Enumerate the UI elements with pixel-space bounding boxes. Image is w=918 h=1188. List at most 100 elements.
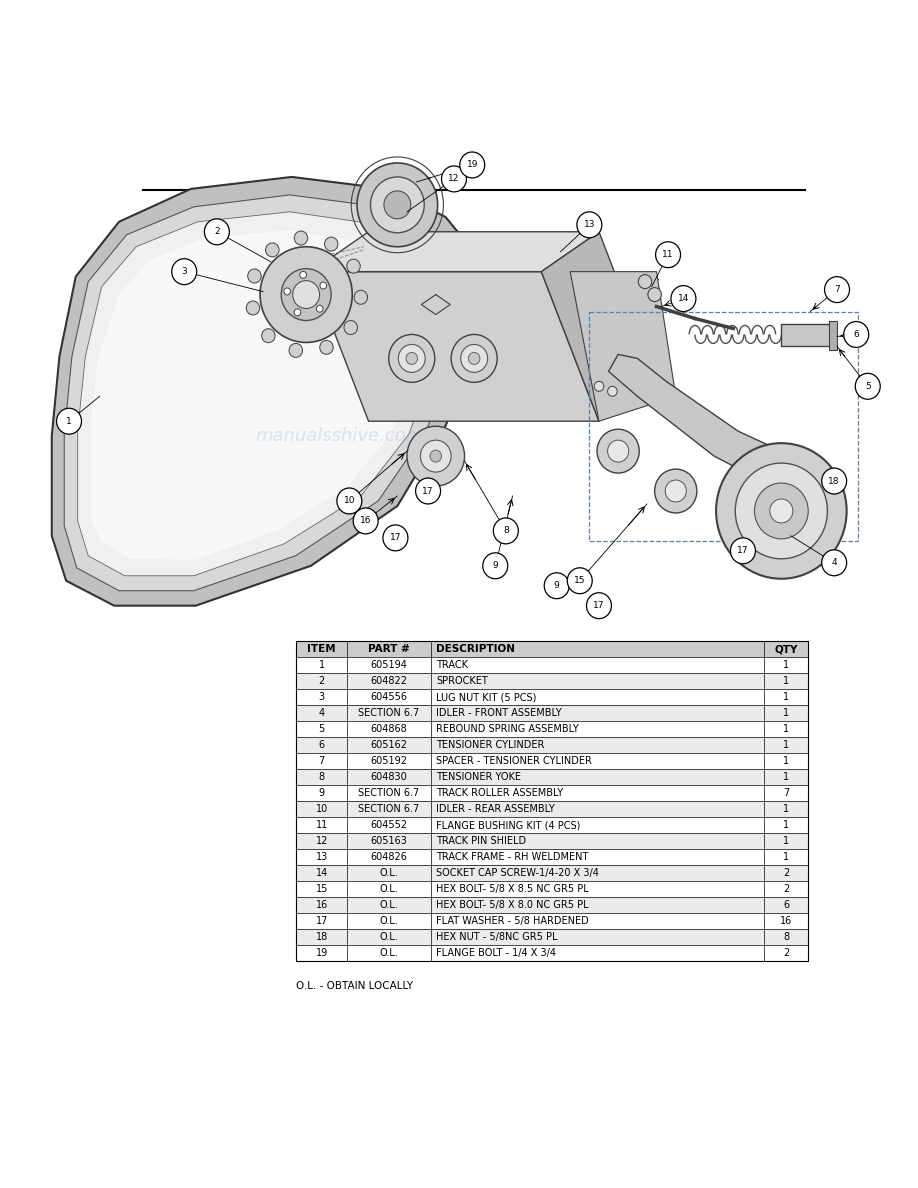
- Text: TRACK ROLLER ASSEMBLY: TRACK ROLLER ASSEMBLY: [436, 788, 564, 798]
- Text: HEX NUT - 5/8NC GR5 PL: HEX NUT - 5/8NC GR5 PL: [436, 933, 558, 942]
- Text: QTY: QTY: [774, 644, 798, 655]
- Text: PART #: PART #: [368, 644, 410, 655]
- Text: 15: 15: [316, 884, 328, 895]
- Text: 6: 6: [319, 740, 325, 750]
- Text: 7: 7: [834, 285, 840, 295]
- Text: 604868: 604868: [371, 725, 408, 734]
- Text: TENSIONER CYLINDER: TENSIONER CYLINDER: [436, 740, 544, 750]
- Circle shape: [354, 290, 367, 304]
- Text: 4: 4: [832, 558, 837, 568]
- Circle shape: [246, 301, 260, 315]
- Circle shape: [384, 191, 410, 219]
- Circle shape: [442, 166, 466, 192]
- Text: 604556: 604556: [371, 693, 408, 702]
- Text: 8: 8: [503, 526, 509, 536]
- Circle shape: [357, 163, 438, 247]
- Text: 604830: 604830: [371, 772, 408, 782]
- Circle shape: [57, 409, 82, 434]
- Text: 605194: 605194: [371, 661, 408, 670]
- Circle shape: [493, 518, 519, 544]
- Text: 19: 19: [466, 160, 478, 170]
- Text: 1: 1: [783, 820, 789, 830]
- Text: O.L.: O.L.: [380, 901, 398, 910]
- Circle shape: [666, 480, 687, 503]
- Text: FLANGE BOLT - 1/4 X 3/4: FLANGE BOLT - 1/4 X 3/4: [436, 948, 556, 959]
- Circle shape: [172, 259, 196, 285]
- Circle shape: [655, 469, 697, 513]
- Text: DESCRIPTION: DESCRIPTION: [436, 644, 515, 655]
- Text: 14: 14: [316, 868, 328, 878]
- Bar: [297, 674, 809, 689]
- Text: 5: 5: [865, 381, 870, 391]
- Circle shape: [461, 345, 487, 372]
- Circle shape: [324, 238, 338, 251]
- Text: SECTION 6.7: SECTION 6.7: [358, 788, 420, 798]
- Text: 2: 2: [214, 227, 219, 236]
- Circle shape: [248, 268, 261, 283]
- Circle shape: [822, 550, 846, 576]
- Bar: [297, 833, 809, 849]
- Circle shape: [407, 426, 465, 486]
- Circle shape: [294, 309, 301, 316]
- Circle shape: [594, 381, 604, 391]
- Text: SPROCKET: SPROCKET: [436, 676, 488, 687]
- Text: O.L. - OBTAIN LOCALLY: O.L. - OBTAIN LOCALLY: [297, 981, 413, 992]
- Circle shape: [388, 335, 435, 383]
- Text: 17: 17: [316, 916, 328, 927]
- Text: 1: 1: [783, 804, 789, 814]
- Circle shape: [824, 277, 849, 303]
- Text: 605192: 605192: [371, 757, 408, 766]
- Bar: [297, 929, 809, 946]
- Polygon shape: [570, 272, 676, 422]
- Text: LUG NUT KIT (5 PCS): LUG NUT KIT (5 PCS): [436, 693, 537, 702]
- Text: TRACK: TRACK: [436, 661, 468, 670]
- Text: O.L.: O.L.: [380, 868, 398, 878]
- Text: 1: 1: [319, 661, 325, 670]
- Text: SECTION 6.7: SECTION 6.7: [358, 804, 420, 814]
- Text: IDLER - FRONT ASSEMBLY: IDLER - FRONT ASSEMBLY: [436, 708, 562, 718]
- Text: 14: 14: [677, 295, 689, 303]
- Circle shape: [406, 353, 418, 365]
- Text: 1: 1: [783, 693, 789, 702]
- Circle shape: [460, 152, 485, 178]
- Text: 1: 1: [783, 661, 789, 670]
- Circle shape: [344, 321, 357, 335]
- Text: 1: 1: [783, 676, 789, 687]
- Text: 1: 1: [783, 708, 789, 718]
- Bar: [781, 324, 834, 347]
- Circle shape: [735, 463, 827, 558]
- Circle shape: [597, 429, 639, 473]
- Text: 604822: 604822: [371, 676, 408, 687]
- Circle shape: [451, 335, 498, 383]
- Bar: [297, 897, 809, 914]
- Polygon shape: [90, 229, 421, 560]
- Circle shape: [317, 305, 323, 312]
- Text: O.L.: O.L.: [380, 948, 398, 959]
- Polygon shape: [542, 232, 656, 422]
- Text: 3: 3: [182, 267, 187, 276]
- Text: SPACER - TENSIONER CYLINDER: SPACER - TENSIONER CYLINDER: [436, 757, 592, 766]
- Text: 11: 11: [316, 820, 328, 830]
- Text: 10: 10: [343, 497, 355, 505]
- Text: 605162: 605162: [371, 740, 408, 750]
- Text: 16: 16: [316, 901, 328, 910]
- Circle shape: [483, 552, 508, 579]
- Circle shape: [262, 329, 275, 342]
- Text: TRACK FRAME - RH WELDMENT: TRACK FRAME - RH WELDMENT: [436, 852, 588, 862]
- Text: 17: 17: [737, 546, 749, 555]
- Circle shape: [822, 468, 846, 494]
- Circle shape: [205, 219, 230, 245]
- Text: O.L.: O.L.: [380, 884, 398, 895]
- Circle shape: [655, 241, 680, 267]
- Text: ITEM: ITEM: [308, 644, 336, 655]
- Circle shape: [300, 271, 307, 278]
- Text: 10: 10: [316, 804, 328, 814]
- Circle shape: [648, 287, 661, 302]
- Text: 8: 8: [783, 933, 789, 942]
- Text: 4: 4: [319, 708, 325, 718]
- Text: FLANGE BUSHING KIT (4 PCS): FLANGE BUSHING KIT (4 PCS): [436, 820, 581, 830]
- Text: 7: 7: [783, 788, 789, 798]
- Text: 19: 19: [316, 948, 328, 959]
- Text: 8: 8: [319, 772, 325, 782]
- Text: 1: 1: [783, 740, 789, 750]
